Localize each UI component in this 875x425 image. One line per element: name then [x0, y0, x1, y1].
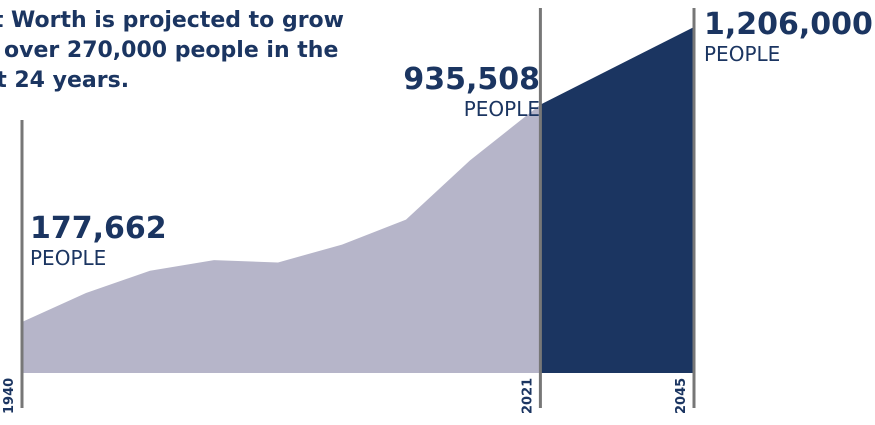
callout-2045-value: 1,206,000 — [704, 7, 873, 42]
callout-1940: 177,662 PEOPLE — [30, 211, 167, 270]
headline-line-2: over 270,000 people in the — [4, 38, 339, 63]
year-label-2021: 2021 — [520, 378, 535, 414]
callout-2021-unit: PEOPLE — [463, 97, 540, 121]
callout-2021-value: 935,508 — [403, 62, 540, 97]
historical-population-area — [22, 104, 541, 373]
callout-2045-unit: PEOPLE — [704, 42, 781, 66]
headline: rt Worth is projected to grow over 270,0… — [0, 6, 422, 96]
callout-1940-unit: PEOPLE — [30, 246, 107, 270]
headline-line-1: rt Worth is projected to grow — [0, 8, 344, 33]
callout-2045: 1,206,000 PEOPLE — [704, 7, 873, 66]
projected-population-area — [540, 26, 694, 374]
headline-line-3: xt 24 years. — [0, 68, 130, 93]
callout-2021: 935,508 PEOPLE — [380, 62, 540, 121]
callout-1940-value: 177,662 — [30, 211, 167, 246]
year-label-2045: 2045 — [674, 378, 689, 414]
year-label-1940: 1940 — [2, 378, 17, 414]
